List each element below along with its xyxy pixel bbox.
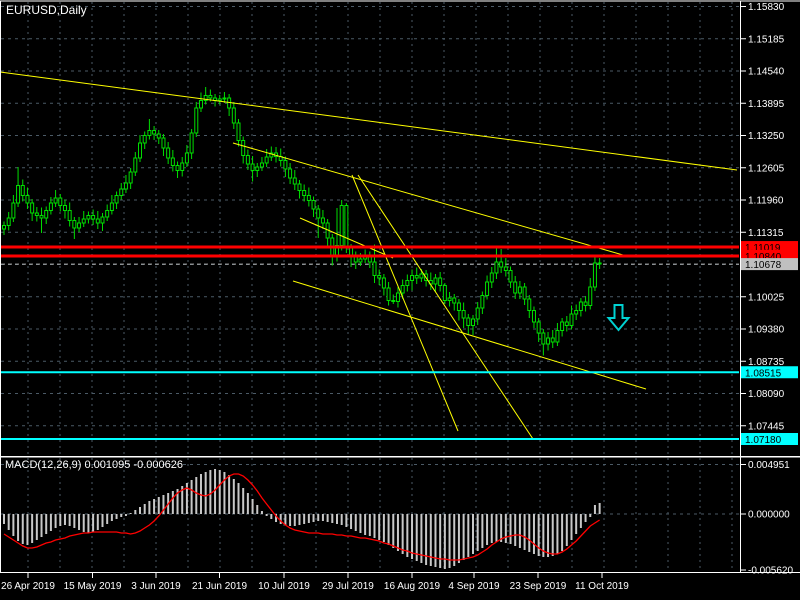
price-tag-1.07180: 1.07180 (741, 433, 798, 446)
svg-text:1.07180: 1.07180 (745, 435, 782, 446)
price-axis-label: 1.13250 (748, 131, 785, 142)
price-axis-label: 1.13895 (748, 99, 785, 110)
short-descending-segment[interactable] (299, 217, 394, 259)
time-axis-label: 21 Jun 2019 (192, 581, 247, 592)
macd-axis-label: -0.005620 (748, 566, 793, 577)
svg-text:1.10840: 1.10840 (745, 252, 782, 263)
price-tag-1.08515: 1.08515 (741, 366, 798, 379)
price-axis-label: 1.07445 (748, 421, 785, 432)
price-axis[interactable]: 1.15830 1.15185 1.14540 1.13895 1.13250 1.126… (740, 2, 798, 577)
steep-fan-line-1[interactable] (351, 174, 459, 432)
time-axis[interactable]: 26 Apr 2019 15 May 2019 3 Jun 2019 21 Jun 2… (1, 573, 629, 592)
price-axis-label: 1.15830 (748, 2, 785, 13)
price-axis-label: 1.08090 (748, 389, 785, 400)
inner-descending-trendline[interactable] (232, 142, 631, 258)
svg-text:1.08515: 1.08515 (745, 368, 782, 379)
price-axis-label: 1.11315 (748, 228, 784, 239)
lower-channel-line[interactable] (292, 280, 647, 390)
chart-frame (0, 0, 800, 573)
price-axis-label: 1.12605 (748, 163, 785, 174)
price-axis-label: 1.15185 (748, 34, 785, 45)
time-axis-label: 3 Jun 2019 (131, 581, 181, 592)
price-axis-label: 1.09380 (748, 325, 785, 336)
time-axis-label: 16 Aug 2019 (384, 581, 441, 592)
price-tag-1.10678: 1.10678 (741, 258, 798, 271)
svg-text:1.10678: 1.10678 (745, 260, 782, 271)
time-axis-label: 4 Sep 2019 (448, 581, 500, 592)
down-arrow-icon[interactable] (606, 304, 631, 332)
macd-axis-label: 0.004951 (748, 460, 790, 471)
macd-axis-label: 0.000000 (748, 510, 790, 521)
time-axis-label: 15 May 2019 (64, 581, 122, 592)
macd-histogram (3, 469, 601, 569)
price-axis-label: 1.11960 (748, 196, 784, 207)
trendlines[interactable] (0, 71, 738, 440)
macd-signal-line (3, 473, 600, 561)
svg-text:1.11019: 1.11019 (745, 243, 781, 254)
time-axis-label: 26 Apr 2019 (1, 581, 55, 592)
pane-divider[interactable] (0, 456, 800, 458)
time-axis-label: 29 Jul 2019 (322, 581, 374, 592)
price-axis-label: 1.08735 (748, 357, 785, 368)
upper-descending-trendline[interactable] (0, 71, 738, 171)
time-axis-label: 23 Sep 2019 (510, 581, 567, 592)
horizontal-levels[interactable] (0, 245, 739, 440)
time-axis-label: 10 Jul 2019 (258, 581, 310, 592)
time-axis-label: 11 Oct 2019 (575, 581, 629, 592)
steep-fan-line-2[interactable] (357, 174, 534, 440)
price-axis-label: 1.10025 (748, 292, 785, 303)
price-axis-label: 1.14540 (748, 67, 785, 78)
